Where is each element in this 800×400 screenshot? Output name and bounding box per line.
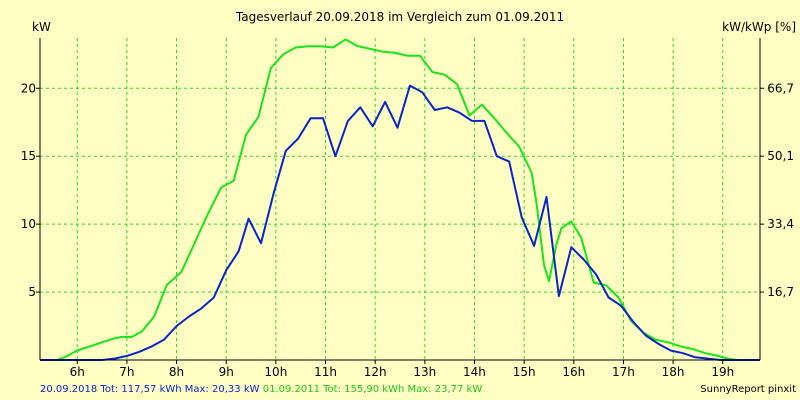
chart-title: Tagesverlauf 20.09.2018 im Vergleich zum… [235, 10, 565, 24]
labels-layer: 5 16,7 10 33,4 15 50,1 20 66,7 6h 7h 8h 9h 10h 11h 12h… [21, 81, 794, 379]
x-tick-label: 7h [119, 365, 134, 379]
y-tick-label-right: 33,4 [767, 217, 794, 231]
x-tick-label: 14h [463, 365, 486, 379]
y-tick-label-right: 66,7 [767, 81, 794, 95]
x-tick-label: 8h [169, 365, 184, 379]
x-tick-label: 12h [364, 365, 387, 379]
y-tick-label-left: 10 [21, 217, 36, 231]
y-tick-label-left: 15 [21, 149, 36, 163]
series-layer [40, 38, 760, 361]
x-tick-label: 6h [70, 365, 85, 379]
x-tick-label: 13h [413, 365, 436, 379]
x-tick-label: 19h [711, 365, 734, 379]
series-line-01.09.2011 [40, 38, 760, 361]
y-tick-label-left: 20 [21, 81, 36, 95]
x-tick-label: 10h [264, 365, 287, 379]
x-tick-label: 15h [513, 365, 536, 379]
y-tick-label-left: 5 [28, 285, 36, 299]
x-tick-label: 17h [612, 365, 635, 379]
y-tick-label-right: 16,7 [767, 285, 794, 299]
y-axis-label-right: kW/kWp [%] [722, 20, 796, 34]
x-tick-label: 9h [219, 365, 234, 379]
stats-2018: 20.09.2018 Tot: 117,57 kWh Max: 20,33 kW [40, 384, 260, 395]
grid-layer [40, 38, 760, 360]
series-line-20.09.2018 [40, 84, 760, 361]
footer-stats: 20.09.2018 Tot: 117,57 kWh Max: 20,33 kW… [40, 384, 482, 395]
y-tick-label-right: 50,1 [767, 149, 794, 163]
credit-text: SunnyReport pinxit [700, 384, 796, 395]
x-tick-label: 11h [314, 365, 337, 379]
x-tick-label: 16h [562, 365, 585, 379]
x-tick-label: 18h [662, 365, 685, 379]
y-axis-label-left: kW [32, 20, 51, 34]
stats-2011: 01.09.2011 Tot: 155,90 kWh Max: 23,77 kW [262, 384, 483, 395]
axes-layer [36, 38, 764, 364]
